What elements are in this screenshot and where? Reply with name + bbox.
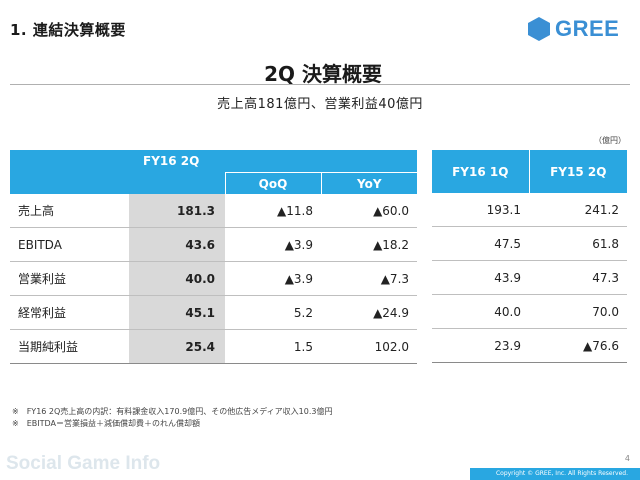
header-yoy: YoY bbox=[320, 172, 418, 194]
header-current-spacer bbox=[129, 172, 225, 194]
table-row: 193.1 241.2 bbox=[432, 193, 627, 227]
yoy-value: ▲60.0 bbox=[321, 194, 418, 228]
fy15-2q-value: 70.0 bbox=[529, 294, 627, 329]
section-title: 1. 連結決算概要 bbox=[10, 21, 126, 39]
fy16-1q-value: 40.0 bbox=[432, 294, 529, 329]
header-fy16-1q: FY16 1Q bbox=[432, 150, 529, 193]
gree-logo: GREE bbox=[528, 14, 619, 44]
slide-subtitle: 売上高181億円、営業利益40億円 bbox=[217, 97, 423, 112]
current-value: 45.1 bbox=[129, 295, 225, 330]
current-value: 25.4 bbox=[129, 329, 225, 364]
yoy-value: ▲7.3 bbox=[321, 261, 418, 296]
fy16-1q-value: 43.9 bbox=[432, 260, 529, 295]
fy15-2q-value: 241.2 bbox=[529, 193, 627, 227]
fy16-1q-value: 47.5 bbox=[432, 226, 529, 261]
fy16-1q-value: 23.9 bbox=[432, 328, 529, 363]
results-table: FY16 2Q QoQ YoY 売上高 181.3 ▲11.8 ▲60.0 EB… bbox=[10, 150, 418, 364]
fy15-2q-value: ▲76.6 bbox=[529, 328, 627, 363]
watermark: Social Game Info bbox=[6, 453, 161, 474]
yoy-value: ▲24.9 bbox=[321, 295, 418, 330]
title-divider bbox=[10, 84, 630, 85]
table-row: EBITDA 43.6 ▲3.9 ▲18.2 bbox=[10, 227, 418, 262]
logo-text: GREE bbox=[555, 16, 620, 41]
qoq-value: 5.2 bbox=[225, 295, 321, 330]
row-label: EBITDA bbox=[10, 227, 129, 262]
row-label: 経常利益 bbox=[10, 295, 129, 330]
footnotes: ※ FY16 2Q売上高の内訳：有料課金収入170.9億円、その他広告メディア収… bbox=[12, 406, 332, 430]
table-row: 営業利益 40.0 ▲3.9 ▲7.3 bbox=[10, 261, 418, 296]
table-row: 47.5 61.8 bbox=[432, 226, 627, 261]
table-row: 当期純利益 25.4 1.5 102.0 bbox=[10, 329, 418, 364]
table-row: 23.9 ▲76.6 bbox=[432, 328, 627, 363]
qoq-value: 1.5 bbox=[225, 329, 321, 364]
header-fy15-2q: FY15 2Q bbox=[528, 150, 627, 193]
yoy-value: 102.0 bbox=[321, 329, 418, 364]
qoq-value: ▲11.8 bbox=[225, 194, 321, 228]
gree-hexagon-icon bbox=[528, 17, 550, 41]
header-qoq: QoQ bbox=[224, 172, 321, 194]
qoq-value: ▲3.9 bbox=[225, 227, 321, 262]
fy15-2q-value: 61.8 bbox=[529, 226, 627, 261]
current-value: 40.0 bbox=[129, 261, 225, 296]
header-period: FY16 2Q bbox=[129, 150, 418, 173]
table-row: 経常利益 45.1 5.2 ▲24.9 bbox=[10, 295, 418, 330]
current-value: 181.3 bbox=[129, 194, 225, 228]
yoy-value: ▲18.2 bbox=[321, 227, 418, 262]
current-value: 43.6 bbox=[129, 227, 225, 262]
footnote: ※ FY16 2Q売上高の内訳：有料課金収入170.9億円、その他広告メディア収… bbox=[12, 407, 333, 416]
page-number: 4 bbox=[624, 454, 630, 463]
fy15-2q-value: 47.3 bbox=[529, 260, 627, 295]
header-blank bbox=[10, 150, 129, 194]
slide-title: 2Q 決算概要 bbox=[264, 62, 382, 86]
fy16-1q-value: 193.1 bbox=[432, 193, 529, 227]
qoq-value: ▲3.9 bbox=[225, 261, 321, 296]
unit-label: （億円） bbox=[594, 136, 626, 145]
table-row: 43.9 47.3 bbox=[432, 260, 627, 295]
comparison-table: FY16 1Q FY15 2Q 193.1 241.2 47.5 61.8 43… bbox=[432, 150, 627, 363]
copyright-bar: Copyright © GREE, Inc. All Rights Reserv… bbox=[470, 468, 640, 480]
table-row: 40.0 70.0 bbox=[432, 294, 627, 329]
row-label: 売上高 bbox=[10, 194, 129, 228]
table-row: 売上高 181.3 ▲11.8 ▲60.0 bbox=[10, 194, 418, 228]
row-label: 営業利益 bbox=[10, 261, 129, 296]
row-label: 当期純利益 bbox=[10, 329, 129, 364]
footnote: ※ EBITDA＝営業損益＋減価償却費＋のれん償却額 bbox=[12, 419, 200, 428]
